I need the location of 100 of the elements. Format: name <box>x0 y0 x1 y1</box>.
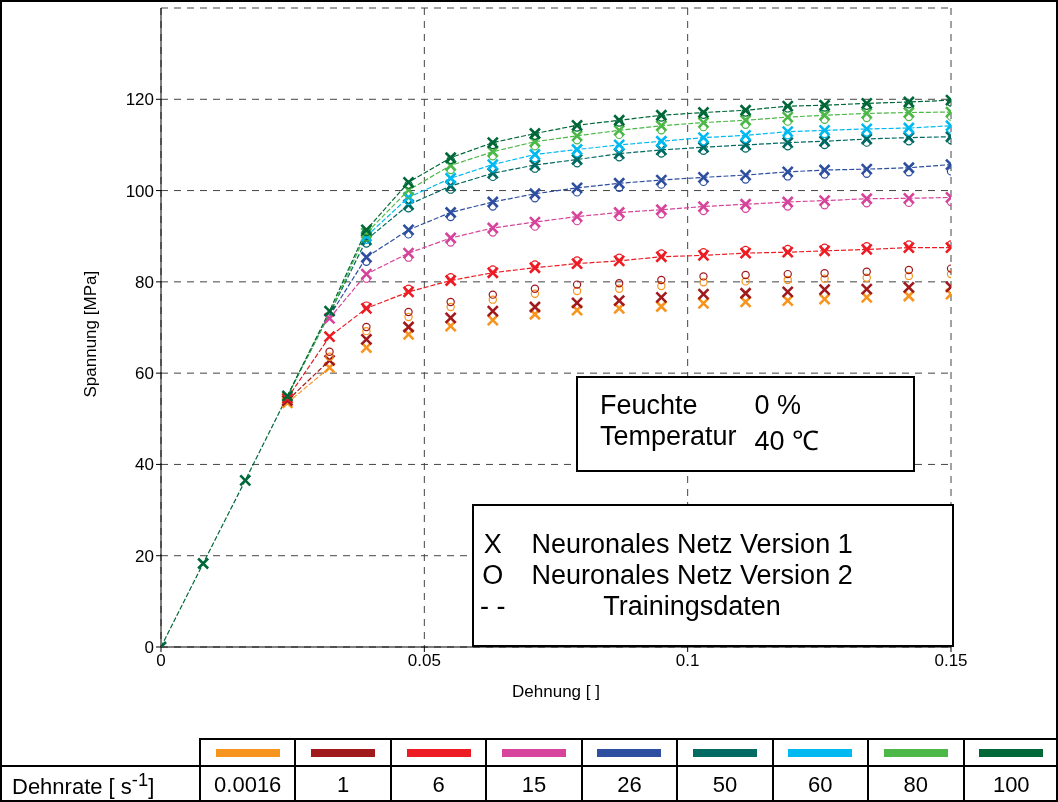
point <box>488 202 497 211</box>
legend-label: 0.0016 <box>200 766 296 802</box>
point <box>739 286 752 300</box>
point <box>404 253 413 262</box>
point <box>699 146 708 156</box>
annotation: Neuronales Netz Version 1 <box>531 529 853 560</box>
point <box>781 125 795 138</box>
legend-label: 100 <box>963 766 1058 802</box>
point <box>741 108 750 117</box>
point <box>904 198 914 208</box>
point <box>818 163 831 177</box>
legend-label: 15 <box>486 766 582 802</box>
point <box>860 97 874 110</box>
point <box>323 304 336 318</box>
point <box>530 260 540 269</box>
point <box>612 113 626 127</box>
point <box>902 241 916 254</box>
point <box>196 557 210 570</box>
point <box>820 268 829 278</box>
point <box>488 140 497 150</box>
point <box>486 266 500 280</box>
point <box>818 194 831 207</box>
point <box>570 257 584 270</box>
point <box>820 200 829 210</box>
point <box>572 256 582 265</box>
point <box>655 134 668 148</box>
y-tick-label: 120 <box>125 90 154 110</box>
point <box>860 162 874 176</box>
point <box>902 121 916 135</box>
point <box>860 243 874 256</box>
point <box>783 275 792 285</box>
point <box>572 148 582 158</box>
annotation: - - <box>480 591 506 622</box>
point <box>488 265 497 274</box>
point <box>488 172 497 182</box>
point <box>818 283 831 296</box>
point <box>612 254 626 268</box>
annotation: Temperatur <box>600 421 737 453</box>
point <box>404 284 413 293</box>
y-tick-label: 20 <box>135 546 154 566</box>
point <box>528 187 542 201</box>
point <box>488 290 497 299</box>
point <box>570 129 584 143</box>
point <box>820 115 829 125</box>
point <box>820 140 829 150</box>
point <box>739 295 752 309</box>
point <box>783 172 792 181</box>
point <box>904 168 914 177</box>
point <box>572 123 582 132</box>
point <box>360 333 373 346</box>
point <box>739 103 752 117</box>
point <box>528 300 542 314</box>
point <box>612 206 626 219</box>
point <box>697 297 710 310</box>
point <box>404 180 413 189</box>
point <box>362 326 371 336</box>
point <box>904 271 914 281</box>
point <box>488 295 497 304</box>
point <box>570 296 584 310</box>
x-tick-label: 0.1 <box>675 651 700 671</box>
y-tick-label: 100 <box>125 181 154 201</box>
point <box>362 322 371 332</box>
point <box>818 108 831 122</box>
point <box>860 107 874 120</box>
point <box>528 158 542 172</box>
point <box>904 137 914 146</box>
point <box>697 106 710 119</box>
point <box>530 153 540 163</box>
annotation: 0 % <box>754 390 803 421</box>
point <box>404 312 413 322</box>
point <box>862 169 871 178</box>
point <box>612 138 626 152</box>
point <box>446 302 455 312</box>
point <box>572 286 582 296</box>
point <box>862 128 871 137</box>
point <box>488 152 497 161</box>
point <box>486 136 500 149</box>
point <box>615 284 624 293</box>
point <box>818 98 831 112</box>
point <box>360 341 373 354</box>
point <box>783 117 792 126</box>
point <box>697 116 710 129</box>
point <box>739 168 752 182</box>
point <box>699 110 708 119</box>
point <box>862 242 871 251</box>
point <box>446 185 455 194</box>
point <box>528 307 542 321</box>
point <box>783 202 792 211</box>
point <box>362 301 371 310</box>
point <box>657 275 666 285</box>
point <box>486 195 500 209</box>
point <box>615 279 624 288</box>
point <box>655 119 668 133</box>
point <box>570 119 584 132</box>
point <box>615 153 624 162</box>
legend-title: Dehnrate [ s$^{-1}$] <box>12 768 155 800</box>
point <box>446 238 455 247</box>
point <box>902 161 916 175</box>
point <box>697 249 710 262</box>
point <box>655 250 668 264</box>
